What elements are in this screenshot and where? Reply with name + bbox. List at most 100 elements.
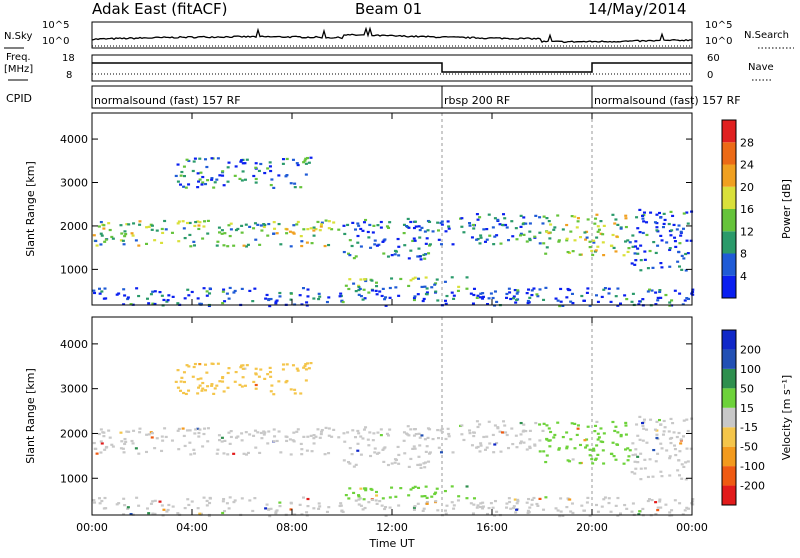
velocity-echo: [475, 506, 479, 509]
velocity-echo: [583, 439, 587, 442]
power-echo: [569, 230, 573, 233]
power-echo: [681, 227, 685, 230]
velocity-echo: [436, 436, 440, 440]
velocity-echo: [368, 431, 372, 434]
power-echo: [570, 292, 574, 296]
velocity-echo: [660, 447, 664, 450]
power-echo: [639, 244, 643, 247]
power-echo: [646, 267, 650, 270]
velocity-echo: [240, 432, 244, 435]
velocity-echo: [125, 430, 129, 433]
velocity-echo: [221, 500, 225, 503]
velocity-echo: [420, 434, 424, 437]
power-echo: [263, 223, 267, 227]
power-echo: [439, 221, 443, 225]
velocity-echo: [681, 435, 685, 438]
velocity-echo: [431, 437, 435, 441]
power-echo: [277, 222, 281, 226]
velocity-echo: [177, 427, 181, 431]
power-echo: [507, 239, 511, 242]
velocity-echo: [420, 495, 424, 498]
velocity-echo: [364, 426, 368, 429]
velocity-echo: [462, 438, 466, 442]
colorbar-cell: [722, 407, 736, 428]
power-echo: [426, 229, 430, 232]
velocity-echo: [491, 433, 495, 437]
velocity-echo: [351, 429, 355, 432]
power-echo: [222, 288, 226, 291]
velocity-echo: [460, 433, 464, 436]
power-echo: [350, 244, 354, 248]
velocity-echo: [450, 485, 454, 488]
velocity-echo: [417, 455, 421, 458]
power-echo: [269, 169, 273, 173]
power-echo: [203, 220, 207, 223]
velocity-echo: [343, 440, 347, 443]
power-echo: [428, 244, 432, 247]
power-echo: [548, 237, 552, 240]
power-echo: [176, 163, 180, 166]
velocity-echo: [493, 499, 497, 503]
power-echo: [545, 246, 549, 249]
power-echo: [668, 304, 672, 307]
power-echo: [188, 221, 192, 225]
power-echo: [386, 255, 390, 258]
velocity-echo: [645, 441, 649, 444]
velocity-echo: [425, 502, 429, 505]
power-echo: [163, 219, 167, 223]
power-echo: [277, 174, 281, 177]
colorbar-tick-label: 100: [740, 363, 761, 376]
power-echo: [327, 243, 331, 247]
power-echo: [591, 253, 595, 257]
colorbar-cell: [722, 330, 736, 350]
velocity-echo: [603, 496, 607, 499]
power-echo: [636, 252, 640, 255]
velocity-echo: [660, 475, 664, 478]
power-echo: [614, 295, 618, 298]
velocity-echo: [669, 417, 673, 421]
velocity-echo: [184, 392, 188, 396]
velocity-echo: [318, 505, 322, 508]
power-echo: [519, 214, 523, 217]
velocity-echo: [289, 388, 293, 391]
power-echo: [253, 287, 257, 290]
velocity-echo: [354, 463, 358, 466]
power-echo: [225, 292, 229, 295]
power-echo: [619, 227, 623, 230]
velocity-echo: [186, 429, 190, 432]
power-echo: [447, 227, 451, 230]
power-echo: [236, 227, 240, 231]
power-echo: [601, 233, 605, 236]
power-echo: [273, 227, 277, 230]
power-echo: [660, 266, 664, 269]
velocity-echo: [204, 363, 208, 366]
power-echo: [445, 294, 449, 298]
velocity-echo: [407, 494, 411, 497]
power-echo: [98, 292, 102, 295]
power-echo: [427, 252, 431, 255]
velocity-echo: [132, 429, 136, 432]
power-echo: [223, 300, 227, 303]
power-echo: [558, 304, 562, 308]
velocity-echo: [542, 450, 546, 453]
velocity-echo: [138, 427, 142, 430]
velocity-echo: [397, 453, 401, 457]
velocity-echo: [188, 441, 192, 444]
velocity-echo: [588, 514, 592, 517]
power-echo: [626, 239, 630, 242]
velocity-echo: [639, 478, 643, 481]
velocity-echo: [278, 501, 282, 504]
power-echo: [642, 220, 646, 223]
power-echo: [327, 220, 331, 223]
velocity-echo: [97, 432, 101, 436]
velocity-echo: [513, 498, 517, 501]
power-echo: [206, 232, 210, 235]
power-echo: [444, 230, 448, 233]
velocity-echo: [592, 447, 596, 450]
power-echo: [596, 245, 600, 248]
power-echo: [252, 174, 256, 178]
power-echo: [659, 261, 663, 265]
velocity-echo: [179, 380, 183, 383]
nave-tick-bottom: 0: [707, 70, 714, 81]
power-echo: [193, 224, 197, 228]
